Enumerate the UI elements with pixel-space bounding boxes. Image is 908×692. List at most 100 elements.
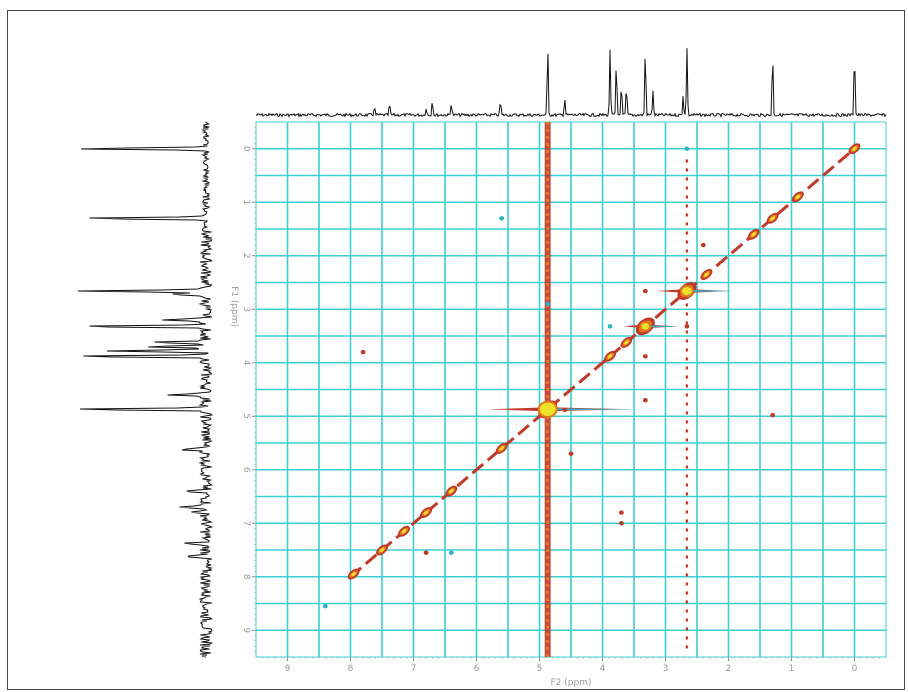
streak-dot bbox=[546, 297, 550, 300]
y-tick-label: 3 bbox=[241, 306, 251, 312]
streak-dot bbox=[546, 353, 550, 356]
y-tick-label: 6 bbox=[241, 467, 251, 473]
streak-dot bbox=[546, 262, 550, 265]
streak-dot bbox=[546, 346, 550, 349]
streak-dot bbox=[546, 535, 550, 538]
contour-inner bbox=[401, 529, 407, 534]
streak-dot bbox=[685, 375, 689, 379]
streak-dot bbox=[546, 290, 550, 293]
streak-dot bbox=[546, 598, 550, 601]
f1-projection-trace bbox=[77, 121, 214, 658]
streak-dot bbox=[546, 472, 550, 475]
streak-dot bbox=[546, 430, 550, 433]
streak-dot bbox=[546, 500, 550, 503]
streak-dot bbox=[685, 591, 689, 595]
streak-dot bbox=[546, 626, 550, 629]
streak-dot bbox=[685, 177, 689, 181]
streak-dot bbox=[685, 474, 689, 478]
contour-inner bbox=[607, 354, 613, 359]
y-tick-label: 4 bbox=[241, 360, 251, 366]
streak-dot bbox=[546, 570, 550, 573]
streak-dot bbox=[685, 195, 689, 199]
streak-dot bbox=[546, 458, 550, 461]
x-tick-label: 1 bbox=[789, 664, 795, 674]
streak-dot bbox=[546, 577, 550, 580]
streak-dot bbox=[685, 465, 689, 469]
streak-dot bbox=[685, 519, 689, 523]
streak-dot bbox=[685, 564, 689, 568]
y-tick-label: 7 bbox=[241, 520, 251, 526]
contour-inner bbox=[423, 510, 429, 515]
streak-dot bbox=[685, 510, 689, 514]
streak-dot bbox=[685, 366, 689, 370]
diagonal-peak bbox=[747, 228, 760, 240]
contour-peaks bbox=[322, 143, 861, 609]
streak-dot bbox=[685, 312, 689, 316]
diagonal-peak bbox=[620, 336, 633, 348]
cross-peak bbox=[322, 603, 328, 609]
streak-dot bbox=[546, 493, 550, 496]
streak-dot bbox=[546, 444, 550, 447]
streak-dot bbox=[546, 465, 550, 468]
streak-dot bbox=[546, 213, 550, 216]
streak-dot bbox=[546, 255, 550, 258]
streak-dot bbox=[546, 591, 550, 594]
streak-dot bbox=[685, 222, 689, 226]
streak-dot bbox=[685, 492, 689, 496]
streak-dot bbox=[546, 374, 550, 377]
cross-peak bbox=[619, 510, 624, 515]
cross-peak bbox=[545, 301, 551, 307]
streak-dot bbox=[546, 640, 550, 643]
streak-dot bbox=[546, 437, 550, 440]
diagonal-peak bbox=[848, 143, 861, 155]
streak-dot bbox=[685, 168, 689, 172]
cross-peak bbox=[642, 288, 648, 294]
streak-dot bbox=[685, 438, 689, 442]
streak-dot bbox=[685, 645, 689, 649]
streak-dot bbox=[685, 330, 689, 334]
streak-dot bbox=[685, 627, 689, 631]
streak-dot bbox=[546, 192, 550, 195]
streak-dot bbox=[685, 267, 689, 271]
streak-dot bbox=[546, 388, 550, 391]
cross-peak bbox=[770, 412, 775, 418]
streak-dot bbox=[546, 633, 550, 636]
streak-dot bbox=[685, 240, 689, 244]
peak-cross-negative bbox=[691, 290, 735, 293]
streak-dot bbox=[685, 528, 689, 532]
streak-dot bbox=[685, 213, 689, 217]
streak-dot bbox=[546, 325, 550, 328]
axes: 9 8 7 6 5 4 3 2 1 0 0 1 2 3 4 5 6 7 8 9 bbox=[241, 127, 881, 674]
streak-dot bbox=[685, 546, 689, 550]
streak-dot bbox=[685, 636, 689, 640]
diagonal-peak bbox=[376, 544, 388, 556]
contour-inner bbox=[624, 340, 629, 345]
vertical-streaks bbox=[544, 122, 689, 657]
streak-dot bbox=[685, 321, 689, 325]
streak-dot bbox=[685, 609, 689, 613]
streak-dot bbox=[546, 556, 550, 559]
streak-dot bbox=[546, 619, 550, 622]
contour-inner bbox=[770, 216, 776, 221]
streak-dot bbox=[546, 381, 550, 384]
y-tick-label: 1 bbox=[241, 199, 251, 205]
streak-dot bbox=[685, 186, 689, 190]
streak-dot bbox=[546, 360, 550, 363]
streak-dot bbox=[546, 171, 550, 174]
y-tick-label: 8 bbox=[241, 574, 251, 580]
y-tick-label: 2 bbox=[241, 253, 251, 259]
x-tick-label: 4 bbox=[600, 664, 606, 674]
y-tick-label: 9 bbox=[241, 627, 251, 633]
streak-dot bbox=[685, 420, 689, 424]
streak-dot bbox=[546, 185, 550, 188]
streak-dot bbox=[546, 332, 550, 335]
cross-peak bbox=[448, 550, 454, 555]
streak-dot bbox=[685, 501, 689, 505]
streak-dot bbox=[546, 311, 550, 314]
diagonal-peak bbox=[495, 442, 508, 454]
peak-center bbox=[679, 284, 694, 298]
diagonal-peak bbox=[398, 525, 410, 537]
x-axis-title: F2 (ppm) bbox=[551, 678, 592, 688]
streak-dot bbox=[546, 241, 550, 244]
contour-inner bbox=[795, 194, 801, 200]
